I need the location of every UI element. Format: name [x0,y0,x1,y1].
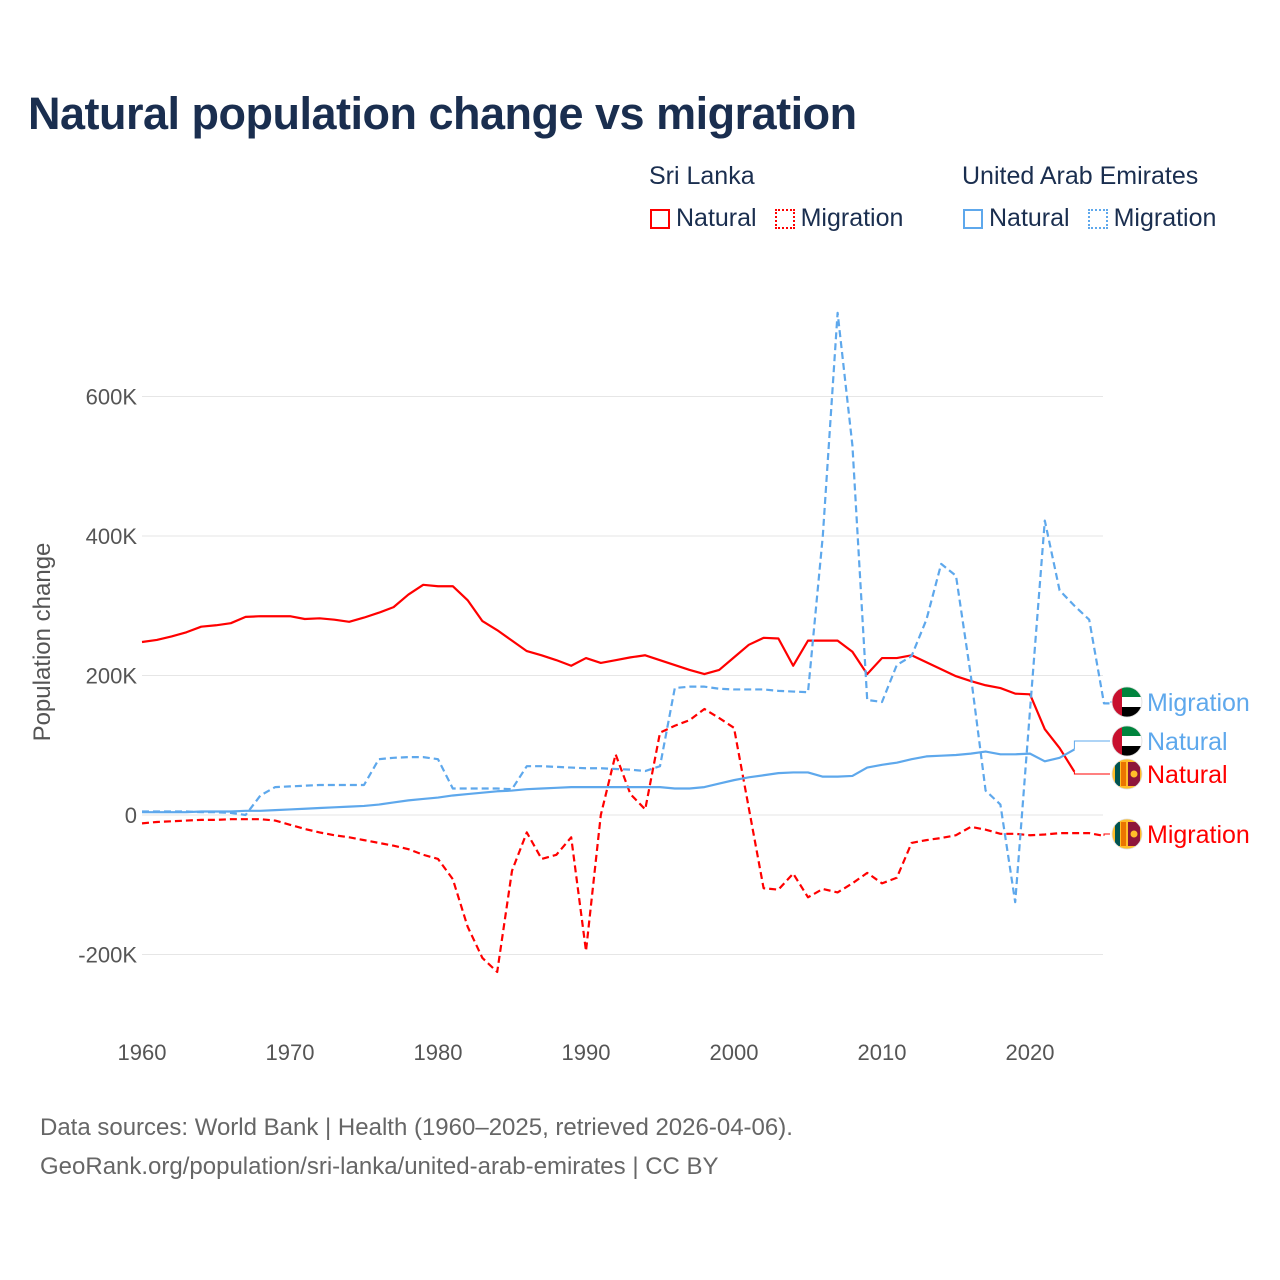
y-tick-label: -200K [78,943,137,968]
legend-swatch-solid [963,208,983,229]
x-tick-label: 2020 [1006,1040,1055,1065]
legend-item-sri-lanka-natural[interactable]: Natural [650,204,757,233]
sri-lanka-flag-icon [1111,818,1143,850]
legend-swatch-dotted [1087,208,1108,229]
x-tick-label: 1980 [414,1040,463,1065]
sri-lanka-flag-icon [1111,758,1143,790]
legend-group-uae: United Arab Emirates [962,162,1199,190]
series-line-united-arab-emirates-natural [142,748,1075,814]
x-tick-label: 1960 [118,1040,167,1065]
uae-flag-icon [1111,725,1143,757]
legend-group-sri-lanka: Sri Lanka [649,162,755,190]
x-tick-label: 2000 [710,1040,759,1065]
legend-item-sri-lanka-migration[interactable]: Migration [774,204,904,233]
label-connector [1073,771,1110,775]
label-connector [1103,833,1110,836]
x-tick-label: 1970 [266,1040,315,1065]
series-line-united-arab-emirates-migration [142,311,1119,904]
y-tick-label: 600K [86,385,138,410]
series-end-label: Migration [1147,821,1250,849]
legend-swatch-solid [650,208,670,229]
legend-uae: Natural Migration [963,204,1216,233]
series-line-sri-lanka-natural [141,583,1076,773]
legend-label: Migration [1113,204,1217,232]
legend-label: Natural [989,204,1070,232]
series-end-label: Migration [1147,689,1250,717]
uae-flag-icon [1111,686,1143,718]
y-tick-label: 0 [125,803,137,828]
legend-item-uae-natural[interactable]: Natural [963,204,1070,233]
y-tick-label: 400K [86,524,138,549]
y-tick-label: 200K [86,664,138,689]
legend-label: Natural [676,204,757,232]
legend-item-uae-migration[interactable]: Migration [1087,204,1217,233]
x-tick-label: 1990 [562,1040,611,1065]
legend-sri-lanka: Natural Migration [650,204,903,233]
series-end-label: Natural [1147,728,1228,756]
y-axis-label: Population change [29,543,56,742]
footer: Data sources: World Bank | Health (1960–… [40,1108,793,1186]
label-connector [1073,740,1110,750]
legend-swatch-dotted [774,208,795,229]
x-tick-label: 2010 [858,1040,907,1065]
chart-title: Natural population change vs migration [28,88,857,139]
footer-sources: Data sources: World Bank | Health (1960–… [40,1114,793,1141]
series-line-sri-lanka-migration [141,707,1105,974]
legend-label: Migration [800,204,904,232]
series-end-label: Natural [1147,761,1228,789]
footer-link[interactable]: GeoRank.org/population/sri-lanka/united-… [40,1153,719,1180]
